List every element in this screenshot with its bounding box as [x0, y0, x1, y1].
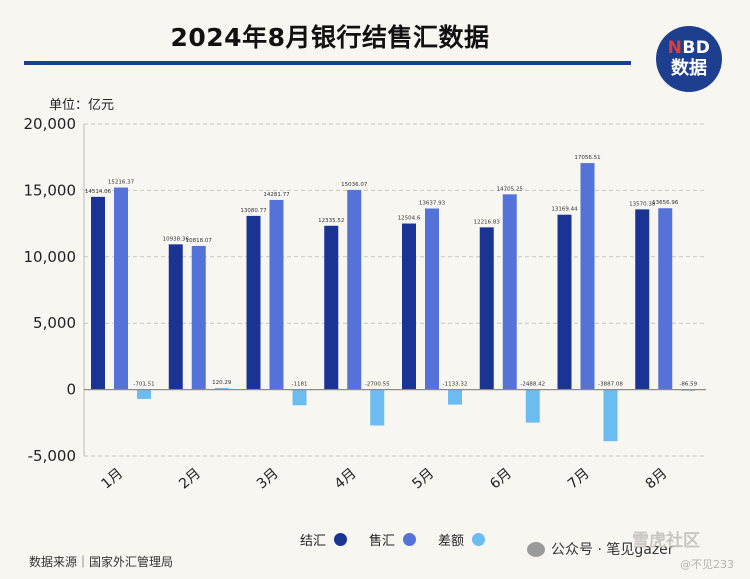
y-tick-label: 15,000: [24, 181, 77, 199]
difference-bar: [370, 389, 385, 426]
difference-data-label: -1133.32: [443, 382, 468, 388]
legend-item-sales[interactable]: 售汇: [369, 530, 417, 549]
x-tick-label: 5月: [409, 465, 437, 492]
x-tick-label: 7月: [565, 465, 593, 492]
sales-data-label: 15216.37: [108, 180, 135, 186]
legend-label-sales: 售汇: [369, 534, 396, 549]
legend-item-settlement[interactable]: 结汇: [300, 530, 348, 549]
sales-bar: [425, 208, 439, 390]
settlement-bar: [635, 209, 650, 390]
x-tick-label: 3月: [254, 465, 282, 492]
settlement-data-label: 12216.83: [474, 219, 501, 225]
chart-legend: 结汇 售汇 差额: [300, 530, 507, 549]
x-tick-label: 1月: [98, 465, 126, 492]
wechat-label: 公众号 · 笔见gazer: [551, 542, 674, 558]
difference-bar: [603, 389, 618, 442]
settlement-data-label: 13570.38: [629, 201, 656, 207]
y-tick-label: 0: [66, 381, 76, 399]
y-tick-label: 20,000: [24, 115, 77, 133]
settlement-bar: [324, 225, 339, 390]
x-tick-label: 4月: [332, 465, 360, 492]
difference-bar: [525, 389, 540, 423]
difference-data-label: -701.51: [133, 382, 154, 388]
sales-bar: [114, 187, 128, 390]
x-tick-label: 8月: [643, 465, 671, 492]
difference-bar: [214, 388, 229, 390]
logo-text-data: 数据: [671, 58, 707, 79]
x-tick-label: 6月: [487, 465, 515, 492]
legend-label-difference: 差额: [438, 534, 465, 549]
settlement-data-label: 13169.44: [551, 207, 578, 213]
title-underline: [24, 61, 631, 65]
sales-data-label: 15036.07: [341, 182, 368, 188]
nbd-logo: NBD 数据: [656, 26, 722, 92]
legend-item-difference[interactable]: 差额: [438, 530, 486, 549]
settlement-bar: [246, 215, 261, 390]
chart-title: 2024年8月银行结售汇数据: [170, 23, 490, 52]
settlement-data-label: 10938.36: [163, 236, 190, 242]
settlement-bar: [402, 223, 416, 390]
settlement-data-label: 14514.06: [85, 189, 112, 195]
sales-data-label: 13656.96: [652, 200, 679, 206]
difference-bar: [448, 389, 462, 405]
x-tick-label: 2月: [176, 465, 204, 492]
difference-data-label: -86.59: [679, 382, 697, 388]
settlement-data-label: 13080.77: [240, 208, 267, 214]
difference-data-label: 120.29: [212, 380, 232, 386]
difference-bar: [137, 389, 151, 399]
difference-data-label: -1181: [292, 382, 308, 388]
settlement-bar: [557, 214, 572, 390]
settlement-bar: [168, 244, 183, 390]
wechat-icon: [527, 541, 545, 557]
legend-label-settlement: 结汇: [300, 534, 327, 549]
watermark-handle: @不见233: [680, 558, 734, 571]
wechat-account: 公众号 · 笔见gazer: [527, 539, 674, 559]
difference-data-label: -3887.08: [598, 382, 623, 388]
y-tick-label: 5,000: [33, 314, 76, 332]
difference-bar: [292, 389, 307, 406]
sales-bar: [269, 199, 284, 390]
difference-data-label: -2488.42: [520, 382, 545, 388]
settlement-bar: [91, 196, 105, 390]
legend-swatch-sales: [403, 533, 417, 546]
sales-data-label: 10818.07: [186, 238, 213, 244]
sales-bar: [580, 163, 595, 390]
legend-swatch-difference: [472, 533, 486, 546]
settlement-bar: [479, 227, 494, 390]
watermark-community: 雪虎社区: [632, 531, 700, 551]
y-tick-label: -5,000: [28, 447, 76, 465]
y-tick-label: 10,000: [24, 248, 77, 266]
sales-bar: [347, 189, 362, 390]
settlement-data-label: 12504.6: [398, 216, 421, 222]
sales-data-label: 13637.93: [419, 200, 446, 206]
sales-data-label: 14281.77: [263, 192, 290, 198]
sales-data-label: 14705.25: [497, 186, 524, 192]
sales-bar: [502, 194, 517, 390]
unit-label: 单位：亿元: [49, 98, 115, 113]
legend-swatch-settlement: [334, 533, 348, 546]
sales-data-label: 17056.51: [574, 155, 600, 161]
settlement-data-label: 12335.52: [318, 218, 344, 224]
data-source: 数据来源｜国家外汇管理局: [29, 555, 174, 569]
logo-text-nbd: NBD: [667, 38, 711, 58]
sales-bar: [191, 245, 206, 390]
difference-data-label: -2700.55: [365, 382, 390, 388]
sales-bar: [658, 208, 673, 390]
